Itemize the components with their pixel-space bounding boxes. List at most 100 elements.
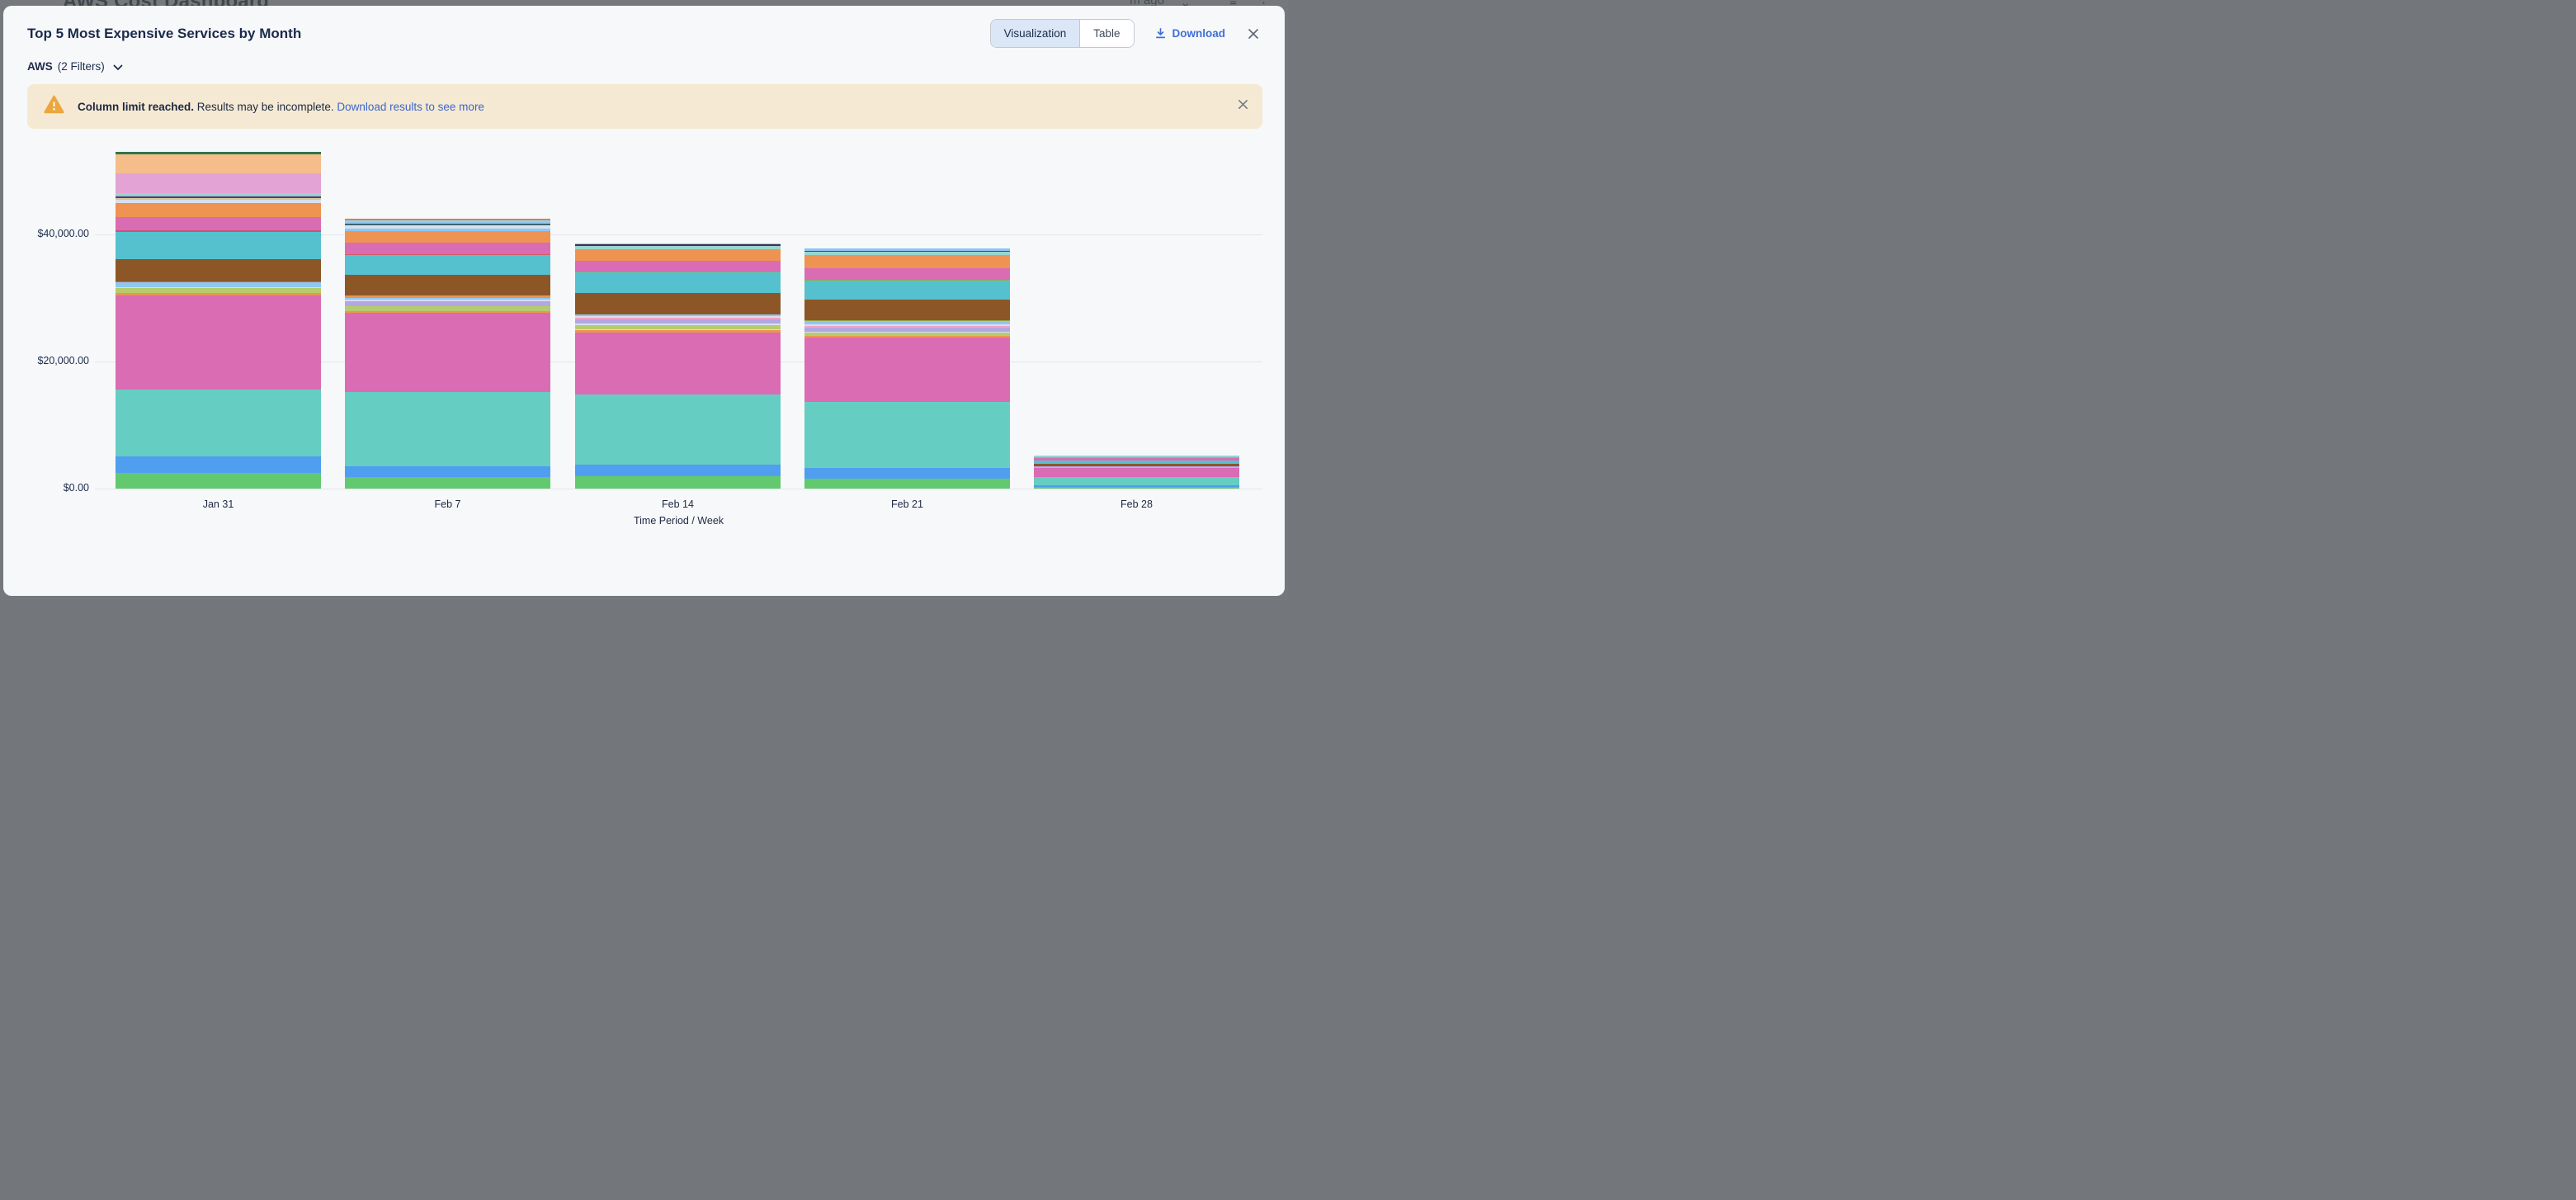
download-results-link[interactable]: Download results to see more (337, 100, 484, 113)
bar-segment[interactable] (804, 252, 1010, 255)
bar-segment[interactable] (804, 299, 1010, 320)
bar-segment[interactable] (345, 231, 550, 243)
bar-segment[interactable] (1034, 465, 1239, 468)
bar-segment[interactable] (575, 464, 781, 476)
chart-bar[interactable] (345, 219, 550, 489)
bar-segment[interactable] (345, 222, 550, 224)
bar-segment[interactable] (1034, 487, 1239, 489)
bar-segment[interactable] (116, 286, 321, 288)
bar-segment[interactable] (116, 192, 321, 196)
bar-segment[interactable] (575, 475, 781, 489)
bar-segment[interactable] (575, 244, 781, 247)
bar-segment[interactable] (804, 324, 1010, 326)
bar-segment[interactable] (1034, 468, 1239, 478)
bar-segment[interactable] (575, 260, 781, 272)
bar-segment[interactable] (575, 272, 781, 293)
bar-segment[interactable] (345, 295, 550, 298)
bar-segment[interactable] (1034, 464, 1239, 466)
bar-segment[interactable] (575, 316, 781, 319)
bar-segment[interactable] (116, 195, 321, 196)
bar-segment[interactable] (345, 301, 550, 306)
bar-segment[interactable] (345, 274, 550, 296)
chart-bar[interactable] (116, 152, 321, 489)
bar-segment[interactable] (804, 401, 1010, 469)
download-button[interactable]: Download (1154, 27, 1225, 40)
bar-segment[interactable] (116, 259, 321, 282)
bar-segment[interactable] (804, 325, 1010, 328)
banner-close-button[interactable] (1237, 98, 1249, 115)
bar-segment[interactable] (116, 197, 321, 201)
bar-segment[interactable] (116, 152, 321, 155)
bar-segment[interactable] (116, 293, 321, 296)
bar-segment[interactable] (575, 319, 781, 324)
bar-segment[interactable] (345, 477, 550, 489)
bar-segment[interactable] (116, 173, 321, 193)
bar-segment[interactable] (804, 479, 1010, 489)
bar-segment[interactable] (116, 287, 321, 294)
bar-segment[interactable] (1034, 456, 1239, 459)
bar-segment[interactable] (575, 249, 781, 261)
bar-segment[interactable] (116, 154, 321, 174)
bar-segment[interactable] (345, 220, 550, 223)
filter-dropdown[interactable]: AWS (2 Filters) (27, 59, 1262, 73)
chart-bar[interactable] (575, 243, 781, 489)
bar-segment[interactable] (345, 228, 550, 232)
bar-segment[interactable] (804, 254, 1010, 268)
bar-segment[interactable] (804, 267, 1010, 280)
bar-segment[interactable] (804, 468, 1010, 480)
bar-segment[interactable] (804, 250, 1010, 253)
bar-segment[interactable] (345, 224, 550, 225)
bar-segment[interactable] (345, 255, 550, 275)
bar-segment[interactable] (1034, 477, 1239, 486)
bar-segment[interactable] (345, 219, 550, 220)
bar-segment[interactable] (116, 202, 321, 217)
chart-bar[interactable] (1034, 456, 1239, 489)
bar-segment[interactable] (345, 242, 550, 254)
bar-segment[interactable] (1034, 456, 1239, 457)
bar-segment[interactable] (116, 282, 321, 287)
bar-segment[interactable] (345, 305, 550, 311)
bar-segment[interactable] (345, 224, 550, 229)
bar-segment[interactable] (575, 324, 781, 329)
chart-bar[interactable] (804, 248, 1010, 489)
bar-segment[interactable] (1034, 460, 1239, 465)
bar-segment[interactable] (1034, 458, 1239, 461)
modal-close-button[interactable] (1247, 27, 1260, 40)
bar-segment[interactable] (345, 465, 550, 478)
bar-segment[interactable] (1034, 467, 1239, 469)
bar-segment[interactable] (345, 297, 550, 300)
bar-segment[interactable] (116, 281, 321, 283)
bar-segment[interactable] (345, 392, 550, 466)
bar-segment[interactable] (804, 328, 1010, 332)
bar-segment[interactable] (575, 246, 781, 250)
bar-segment[interactable] (116, 229, 321, 232)
bar-segment[interactable] (575, 292, 781, 314)
bar-segment[interactable] (804, 331, 1010, 333)
bar-segment[interactable] (116, 390, 321, 457)
bar-segment[interactable] (116, 200, 321, 203)
bar-segment[interactable] (575, 243, 781, 245)
bar-segment[interactable] (804, 319, 1010, 321)
bar-segment[interactable] (804, 335, 1010, 338)
bar-segment[interactable] (575, 324, 781, 325)
bar-segment[interactable] (804, 333, 1010, 336)
tab-visualization[interactable]: Visualization (990, 20, 1081, 47)
bar-segment[interactable] (116, 456, 321, 473)
tab-table[interactable]: Table (1080, 20, 1134, 47)
bar-segment[interactable] (804, 279, 1010, 281)
bar-segment[interactable] (804, 248, 1010, 251)
bar-segment[interactable] (116, 472, 321, 489)
bar-segment[interactable] (116, 196, 321, 198)
bar-segment[interactable] (804, 281, 1010, 300)
bar-segment[interactable] (575, 314, 781, 317)
bar-segment[interactable] (1034, 485, 1239, 488)
bar-segment[interactable] (804, 321, 1010, 324)
bar-segment[interactable] (116, 216, 321, 230)
bar-segment[interactable] (116, 231, 321, 260)
bar-segment[interactable] (575, 318, 781, 319)
bar-segment[interactable] (345, 300, 550, 302)
bar-segment[interactable] (345, 313, 550, 393)
bar-segment[interactable] (116, 295, 321, 390)
bar-segment[interactable] (575, 332, 781, 395)
bar-segment[interactable] (575, 394, 781, 465)
